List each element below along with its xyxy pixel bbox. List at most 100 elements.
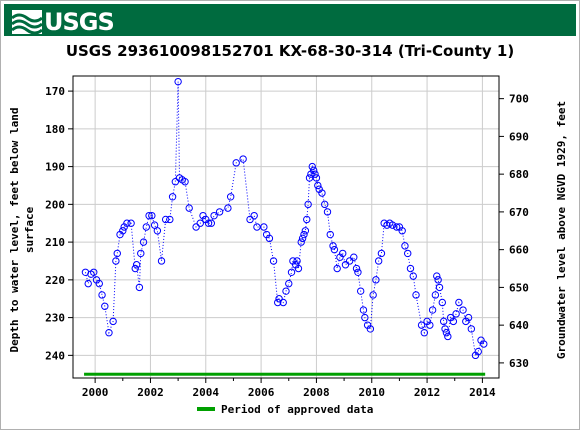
legend-approved-swatch	[197, 407, 215, 411]
data-point	[318, 189, 326, 197]
data-point	[329, 242, 337, 250]
data-point	[467, 325, 476, 333]
data-point	[226, 193, 235, 201]
x-tick-label: 2004	[193, 386, 220, 399]
data-point	[204, 219, 213, 227]
data-point	[449, 317, 458, 326]
data-point	[210, 211, 218, 220]
x-tick-label: 2006	[248, 386, 275, 399]
data-point	[153, 227, 162, 235]
data-point	[341, 261, 350, 269]
data-point	[98, 291, 106, 299]
data-point	[253, 223, 261, 231]
data-point	[339, 249, 347, 258]
data-point	[298, 234, 307, 243]
y-right-tick-label: 700	[509, 93, 529, 106]
y-left-tick-label: 220	[45, 274, 65, 287]
y-right-tick-label: 680	[509, 168, 529, 181]
data-point	[330, 245, 339, 254]
data-point	[374, 257, 383, 265]
usgs-logo-text: USGS	[44, 8, 115, 36]
data-point	[84, 279, 92, 288]
data-point	[250, 211, 258, 220]
data-point	[442, 329, 451, 337]
y-axis-right-title: Groundwater level above NGVD 1929, feet	[555, 101, 568, 359]
x-tick-label: 2012	[414, 386, 441, 399]
chart-title: USGS 293610098152701 KX-68-30-314 (Tri-C…	[65, 42, 515, 60]
data-point	[265, 234, 274, 243]
data-point	[345, 257, 354, 265]
data-point	[350, 253, 358, 261]
y-axis-left-title-line1: Depth to water level, feet below land	[8, 107, 21, 352]
water-level-series	[81, 77, 488, 360]
y-right-tick-label: 660	[509, 244, 529, 257]
data-point	[150, 221, 159, 229]
data-point	[308, 162, 316, 171]
data-point	[333, 264, 341, 273]
y-left-tick-label: 190	[45, 161, 65, 174]
data-point	[441, 325, 449, 333]
data-point	[366, 325, 375, 333]
data-point	[260, 223, 268, 231]
data-point	[431, 291, 440, 299]
data-point	[352, 264, 361, 273]
legend-approved-label: Period of approved data	[221, 403, 373, 416]
data-point	[369, 291, 377, 299]
data-point	[426, 321, 434, 329]
data-point	[404, 249, 412, 258]
data-point	[314, 181, 322, 190]
data-point	[196, 219, 204, 227]
data-point	[239, 155, 247, 163]
data-point	[326, 230, 334, 239]
data-point	[377, 249, 386, 258]
approved-period-bar	[84, 372, 486, 376]
y-right-tick-label: 650	[509, 281, 529, 294]
data-point	[142, 223, 151, 231]
data-point	[428, 306, 437, 314]
usgs-logo[interactable]: USGS	[12, 8, 115, 36]
data-point	[123, 219, 131, 227]
x-tick-label: 2008	[303, 386, 330, 399]
data-point	[105, 329, 113, 337]
data-point	[392, 223, 401, 231]
data-point	[435, 283, 444, 292]
data-point	[438, 298, 446, 307]
data-point	[409, 272, 417, 280]
y-left-tick-label: 230	[45, 312, 65, 325]
usgs-wave-icon	[12, 10, 42, 34]
data-point	[294, 264, 303, 273]
data-point	[168, 193, 177, 201]
data-point	[157, 257, 166, 265]
data-point	[434, 276, 442, 284]
data-point	[207, 219, 216, 227]
data-point	[282, 287, 290, 295]
x-tick-label: 2000	[82, 386, 109, 399]
data-point	[274, 298, 282, 307]
data-point	[166, 215, 174, 224]
data-point	[297, 238, 305, 246]
grid-lines	[73, 76, 499, 378]
data-point	[398, 227, 406, 235]
data-point	[135, 283, 144, 292]
y-right-tick-label: 640	[509, 319, 529, 332]
data-point	[354, 268, 362, 276]
data-point	[132, 261, 141, 269]
data-point	[109, 317, 117, 326]
x-tick-label: 2002	[137, 386, 164, 399]
data-point	[455, 298, 463, 307]
data-point	[112, 257, 120, 265]
usgs-header-banner: USGS	[4, 4, 576, 36]
y-left-tick-label: 180	[45, 123, 65, 136]
data-point	[293, 257, 301, 265]
y-left-tick-label: 210	[45, 236, 65, 249]
data-point	[304, 200, 312, 209]
data-point	[131, 264, 139, 273]
data-point	[459, 306, 467, 314]
data-point	[439, 317, 448, 326]
data-point	[420, 329, 429, 337]
data-point	[246, 215, 254, 224]
data-point	[401, 242, 409, 250]
data-point	[417, 321, 426, 329]
data-point	[215, 208, 224, 216]
